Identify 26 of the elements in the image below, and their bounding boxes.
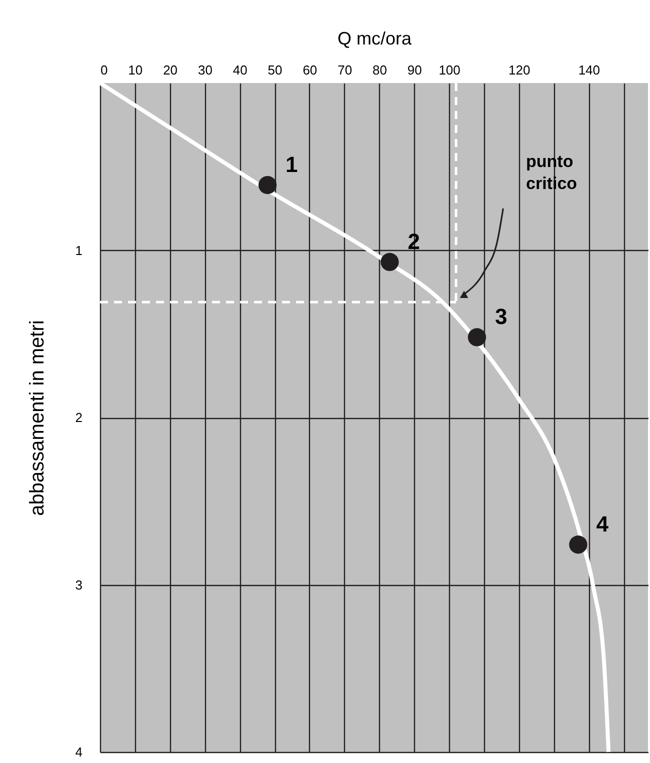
annotation: 4 [596, 512, 610, 537]
x-tick-label: 100 [438, 62, 460, 78]
x-tick-label: 140 [578, 62, 600, 78]
x-tick-label: 30 [198, 62, 212, 78]
annotation: 1 [286, 152, 298, 178]
x-tick-label: 10 [128, 62, 143, 78]
x-tick-label: 60 [302, 62, 318, 78]
x-tick-label: 70 [338, 62, 352, 78]
y-tick-label: 4 [75, 744, 82, 760]
x-tick-label: 90 [407, 62, 422, 78]
point [380, 252, 399, 272]
y-tick-label: 3 [75, 577, 82, 592]
y-axis-title: abbassamenti in metri [26, 320, 48, 516]
x-tick-label: 120 [508, 62, 530, 78]
annotation: 3 [494, 304, 508, 330]
x-tick-label: 40 [232, 62, 248, 78]
x-axis-title: Q mc/ora [337, 28, 412, 48]
x-tick-label: 0 [100, 62, 108, 78]
y-tick-label: 2 [75, 410, 82, 425]
x-tick-label: 80 [372, 62, 387, 78]
x-tick-label: 20 [163, 62, 178, 78]
point [468, 328, 486, 346]
point [569, 536, 588, 554]
y-tick-label: 1 [75, 242, 82, 258]
point [258, 176, 277, 194]
x-tick-label: 50 [268, 62, 282, 78]
